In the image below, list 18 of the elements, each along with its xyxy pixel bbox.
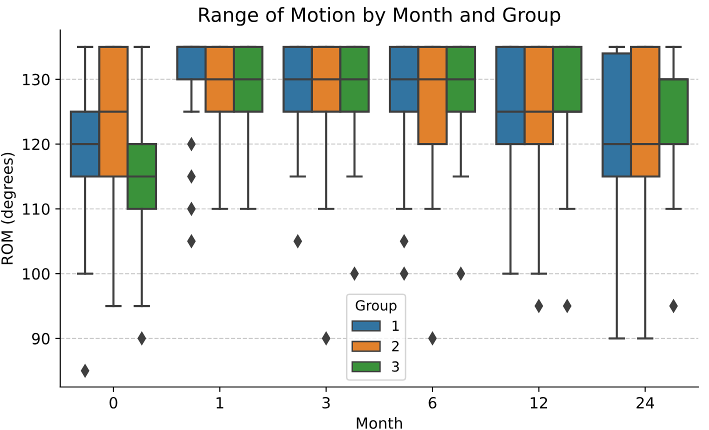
x-tick-label: 24 (636, 396, 654, 408)
x-tick-label: 6 (428, 396, 436, 409)
y-axis-title: ROM (degrees) (1, 152, 16, 264)
y-tick-label: 130 (23, 74, 50, 86)
y-tick-label: 100 (23, 268, 50, 280)
y-tick-label: 120 (23, 138, 50, 150)
y-tick-label: 110 (23, 203, 50, 215)
legend-label: 3 (392, 361, 399, 372)
x-tick-label: 1 (216, 397, 224, 408)
x-axis-title: Month (356, 417, 402, 429)
x-tick-label: 0 (110, 396, 118, 409)
legend-label: 1 (392, 320, 399, 331)
x-tick-label: 3 (322, 396, 330, 409)
legend-label: 2 (392, 340, 399, 352)
x-tick-label: 12 (530, 396, 548, 408)
legend-title: Group (356, 300, 397, 314)
chart-title: Range of Motion by Month and Group (199, 6, 560, 26)
y-tick-label: 90 (32, 332, 50, 344)
